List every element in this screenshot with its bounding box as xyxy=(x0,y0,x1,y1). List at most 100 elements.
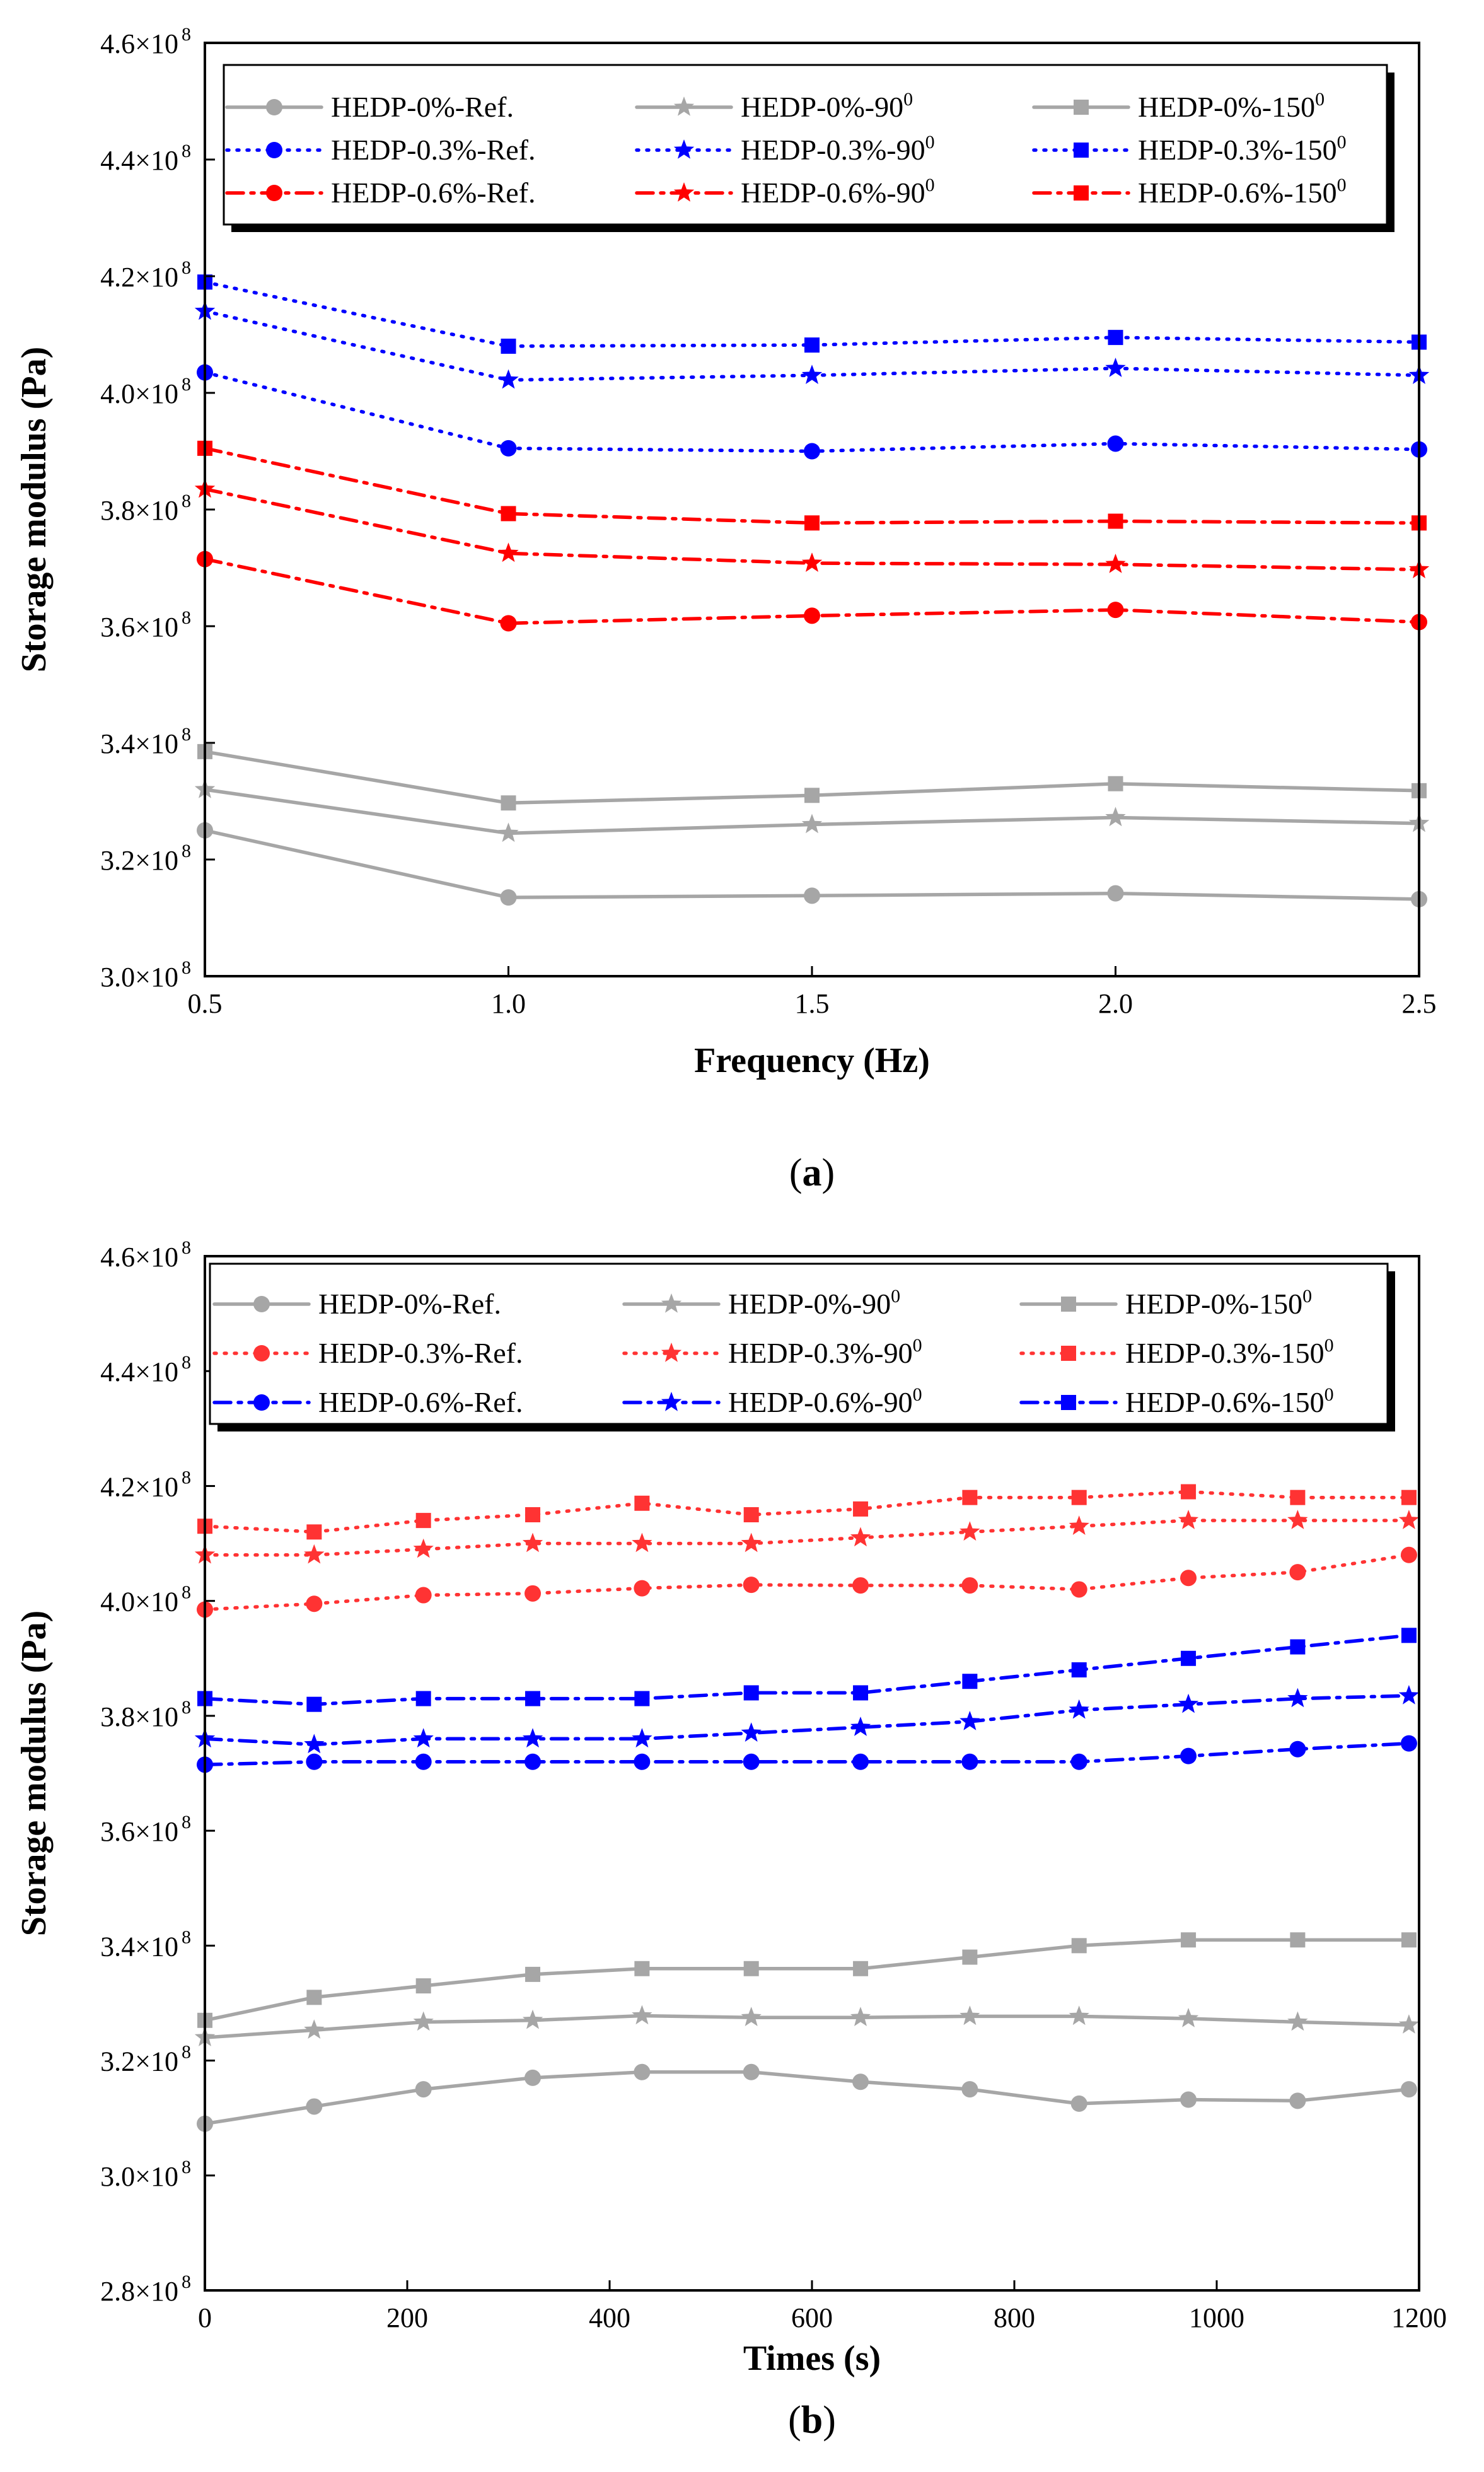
data-point xyxy=(1290,1490,1306,1505)
y-tick-exponent: 8 xyxy=(182,257,191,278)
data-point xyxy=(741,2007,762,2026)
series-line xyxy=(203,446,1421,525)
legend-marker xyxy=(1074,100,1089,115)
legend-entry: HEDP-0.3%-1500 xyxy=(1032,132,1347,166)
y-tick-exponent: 8 xyxy=(182,1927,191,1947)
y-tick-exponent: 8 xyxy=(182,1467,191,1488)
data-point xyxy=(1070,1581,1087,1598)
data-point xyxy=(1107,885,1124,902)
chart-a: 0.5 1.0 1.5 2.0 2.53.0×10 83.2×10 83.4×10 83.6×… xyxy=(14,24,1437,1194)
data-point xyxy=(962,1490,978,1505)
legend-marker xyxy=(1074,143,1089,158)
legend: HEDP-0%-Ref. HEDP-0%-900 HEDP-0%-1500 HEDP-… xyxy=(209,1262,1395,1431)
series-b-7 xyxy=(194,1685,1420,1754)
y-tick-label: 3.2×10 xyxy=(100,2046,178,2077)
data-point xyxy=(1108,330,1123,346)
data-point xyxy=(743,1507,759,1522)
y-tick-exponent: 8 xyxy=(182,1352,191,1373)
data-point xyxy=(304,2019,325,2039)
data-point xyxy=(1289,1564,1306,1581)
data-point xyxy=(1401,1490,1417,1505)
legend-label: HEDP-0.3%-900 xyxy=(728,1335,922,1369)
data-point xyxy=(804,443,820,460)
data-point xyxy=(522,1532,543,1553)
series-line xyxy=(203,1694,1411,1747)
y-tick-label: 3.4×10 xyxy=(100,728,178,759)
data-point xyxy=(1181,1650,1197,1666)
data-point xyxy=(804,607,820,624)
series-line xyxy=(203,1490,1411,1534)
data-point xyxy=(500,440,517,457)
series-b-1 xyxy=(194,2005,1420,2046)
data-point xyxy=(413,1538,434,1558)
y-tick-exponent: 8 xyxy=(182,141,191,161)
x-tick-label: 2.0 xyxy=(1098,988,1133,1019)
data-point xyxy=(1071,1490,1087,1505)
data-point xyxy=(501,339,516,354)
data-point xyxy=(801,552,823,572)
y-tick-label: 4.6×10 xyxy=(100,1242,178,1273)
data-point xyxy=(743,2063,760,2080)
legend-entry: HEDP-0%-Ref. xyxy=(225,91,514,123)
y-tick-label: 4.4×10 xyxy=(100,145,178,176)
y-tick-label: 3.0×10 xyxy=(100,2161,178,2192)
data-point xyxy=(304,1544,325,1564)
data-point xyxy=(959,2005,980,2026)
y-tick-label: 4.2×10 xyxy=(100,1471,178,1502)
data-point xyxy=(741,1722,762,1742)
legend-label: HEDP-0%-Ref. xyxy=(318,1288,501,1320)
data-point xyxy=(634,1580,651,1597)
legend-marker xyxy=(661,1392,682,1411)
data-point xyxy=(634,1691,650,1706)
legend-marker xyxy=(266,99,282,115)
data-point xyxy=(522,2009,543,2029)
x-tick-label: 200 xyxy=(386,2302,428,2333)
series-line xyxy=(203,2014,1411,2039)
data-point xyxy=(306,1524,322,1540)
series-line xyxy=(203,1741,1411,1767)
y-tick-label: 3.4×10 xyxy=(100,1931,178,1962)
data-point xyxy=(500,615,517,632)
legend-label: HEDP-0.3%-900 xyxy=(741,132,935,166)
legend-label: HEDP-0.6%-1500 xyxy=(1125,1384,1334,1418)
legend-entry: HEDP-0%-Ref. xyxy=(212,1288,501,1320)
data-point xyxy=(850,1717,871,1736)
data-point xyxy=(1398,2014,1420,2034)
legend-entry: HEDP-0%-1500 xyxy=(1032,89,1325,123)
data-point xyxy=(415,2081,432,2098)
legend-marker xyxy=(266,185,282,201)
y-tick-label: 4.2×10 xyxy=(100,262,178,293)
data-point xyxy=(525,1691,541,1706)
data-point xyxy=(743,1961,759,1976)
y-tick-label: 3.6×10 xyxy=(100,612,178,643)
data-point xyxy=(853,1501,869,1517)
legend-marker xyxy=(661,1293,682,1313)
y-tick-label: 4.0×10 xyxy=(100,1587,178,1618)
data-point xyxy=(413,1728,434,1748)
legend-label: HEDP-0.6%-1500 xyxy=(1138,175,1347,209)
y-tick-exponent: 8 xyxy=(182,24,191,45)
legend-label: HEDP-0%-Ref. xyxy=(331,91,514,123)
data-point xyxy=(1181,1484,1197,1500)
y-tick-label: 3.8×10 xyxy=(100,1701,178,1732)
legend-entry: HEDP-0.6%-1500 xyxy=(1032,175,1347,209)
data-point xyxy=(525,1507,541,1522)
legend-entry: HEDP-0.3%-900 xyxy=(622,1335,922,1369)
y-tick-label: 3.0×10 xyxy=(100,962,178,993)
y-tick-exponent: 8 xyxy=(182,491,191,511)
x-tick-label: 2.5 xyxy=(1402,988,1437,1019)
data-point xyxy=(1071,1938,1087,1954)
data-point xyxy=(1398,1510,1420,1529)
data-point xyxy=(959,1521,980,1541)
data-point xyxy=(632,1532,652,1553)
legend-entry: HEDP-0.3%-Ref. xyxy=(225,134,536,166)
data-point xyxy=(852,2073,869,2090)
legend-entry: HEDP-0%-900 xyxy=(635,89,913,123)
series-line xyxy=(203,370,1421,453)
data-point xyxy=(1289,2092,1306,2109)
data-point xyxy=(1401,1932,1417,1948)
y-tick-exponent: 8 xyxy=(182,1697,191,1718)
legend-label: HEDP-0.3%-Ref. xyxy=(331,134,536,166)
legend-label: HEDP-0%-1500 xyxy=(1125,1286,1312,1320)
legend-marker xyxy=(253,1345,270,1361)
